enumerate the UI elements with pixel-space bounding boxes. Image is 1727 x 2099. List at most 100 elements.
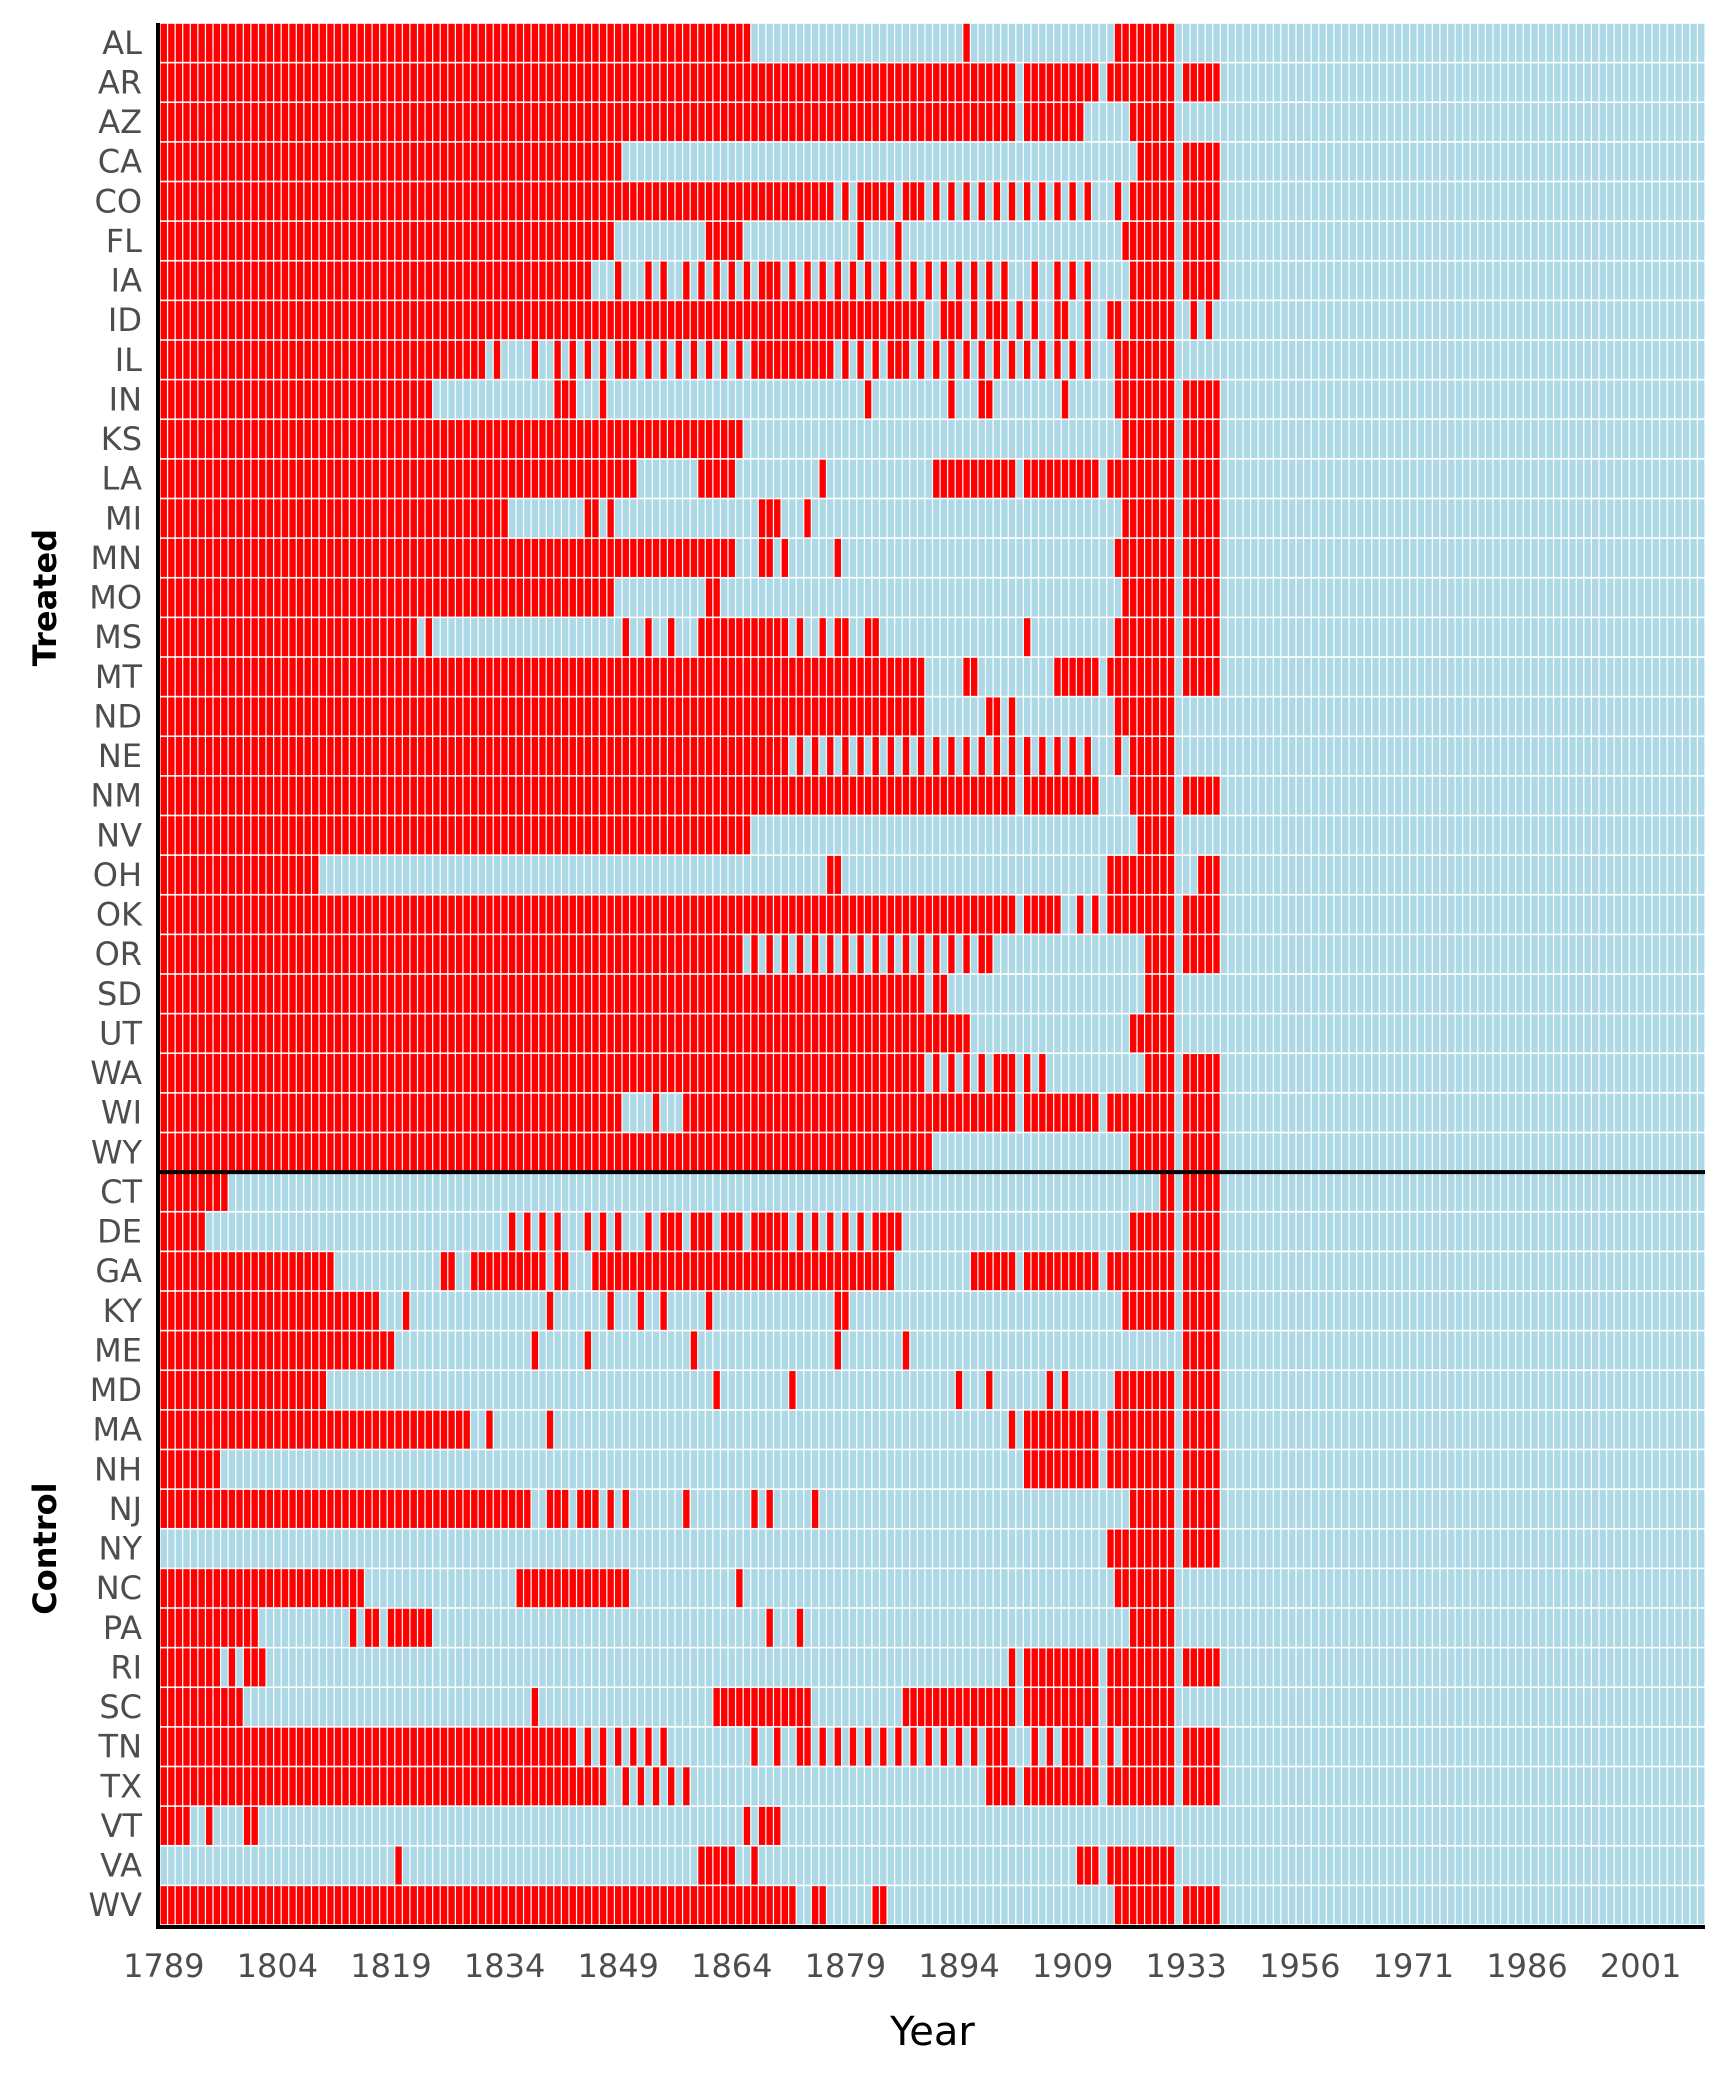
cell-off [1501, 221, 1508, 260]
cell-off [1645, 459, 1652, 498]
cell-on [925, 895, 932, 934]
cell-off [925, 538, 932, 577]
cell-off [668, 499, 675, 538]
cell-off [986, 221, 993, 260]
cell-off [880, 142, 887, 181]
cell-on [349, 657, 357, 696]
cell-off [1319, 63, 1326, 102]
cell-on [334, 538, 342, 577]
cell-off [1432, 816, 1440, 855]
cell-off [1289, 340, 1296, 379]
cell-off [1031, 499, 1038, 538]
cell-on [524, 63, 531, 102]
cell-off [1546, 855, 1553, 894]
cell-off [1561, 63, 1569, 102]
cell-on [554, 103, 561, 142]
cell-on [455, 974, 463, 1013]
cell-on [440, 974, 448, 1013]
cell-off [1478, 816, 1485, 855]
cell-off [842, 499, 849, 538]
cell-on [425, 103, 433, 142]
cell-off [1236, 63, 1243, 102]
cell-off [1614, 380, 1622, 419]
cell-off [1485, 737, 1493, 776]
cell-off [1698, 697, 1705, 736]
cell-on [228, 340, 236, 379]
cell-off [1092, 420, 1099, 459]
cell-off [1698, 420, 1705, 459]
cell-on [728, 697, 735, 736]
cell-off [1592, 499, 1599, 538]
cell-off [1296, 340, 1303, 379]
cell-on [160, 380, 167, 419]
cell-on [213, 816, 220, 855]
cell-on [531, 182, 539, 221]
cell-on [1023, 618, 1031, 657]
cell-off [554, 618, 561, 657]
cell-on [622, 103, 629, 142]
cell-off [751, 459, 758, 498]
cell-on [380, 103, 387, 142]
cell-on [463, 23, 470, 62]
cell-off [1273, 103, 1281, 142]
cell-off [827, 380, 834, 419]
heatmap-row-ia [160, 261, 1705, 300]
cell-on [872, 737, 879, 776]
cell-on [183, 657, 190, 696]
cell-on [221, 737, 228, 776]
cell-off [963, 855, 970, 894]
cell-on [213, 697, 220, 736]
cell-off [933, 301, 940, 340]
cell-on [221, 23, 228, 62]
cell-on [546, 221, 554, 260]
cell-on [986, 697, 993, 736]
cell-on [357, 657, 364, 696]
cell-off [955, 816, 963, 855]
cell-off [1364, 499, 1372, 538]
cell-off [917, 142, 925, 181]
cell-on [471, 974, 478, 1013]
cell-on [986, 103, 993, 142]
cell-off [1629, 221, 1637, 260]
cell-on [402, 103, 410, 142]
cell-off [1395, 301, 1402, 340]
cell-on [524, 895, 531, 934]
cell-on [433, 776, 440, 815]
cell-on [471, 657, 478, 696]
cell-on [486, 578, 493, 617]
cell-off [1092, 855, 1099, 894]
cell-off [1622, 816, 1629, 855]
cell-on [486, 895, 493, 934]
cell-on [615, 776, 622, 815]
cell-on [334, 816, 342, 855]
cell-on [743, 261, 751, 300]
cell-on [569, 182, 576, 221]
cell-on [993, 103, 1001, 142]
cell-off [455, 380, 463, 419]
cell-on [592, 63, 599, 102]
cell-on [493, 776, 501, 815]
cell-on [190, 737, 198, 776]
cell-on [365, 221, 372, 260]
cell-on [455, 63, 463, 102]
cell-off [1281, 618, 1288, 657]
cell-off [736, 142, 743, 181]
cell-off [970, 578, 978, 617]
cell-on [281, 974, 289, 1013]
cell-off [1485, 261, 1493, 300]
cell-on [698, 776, 705, 815]
cell-off [1379, 737, 1387, 776]
cell-on [296, 103, 304, 142]
cell-on [849, 657, 857, 696]
cell-off [1281, 499, 1288, 538]
cell-on [289, 261, 296, 300]
cell-on [471, 221, 478, 260]
cell-on [228, 697, 236, 736]
cell-off [1243, 103, 1250, 142]
cell-off [1637, 657, 1644, 696]
cell-off [1402, 63, 1410, 102]
cell-on [471, 103, 478, 142]
cell-on [781, 182, 788, 221]
cell-off [1622, 657, 1629, 696]
cell-on [486, 974, 493, 1013]
